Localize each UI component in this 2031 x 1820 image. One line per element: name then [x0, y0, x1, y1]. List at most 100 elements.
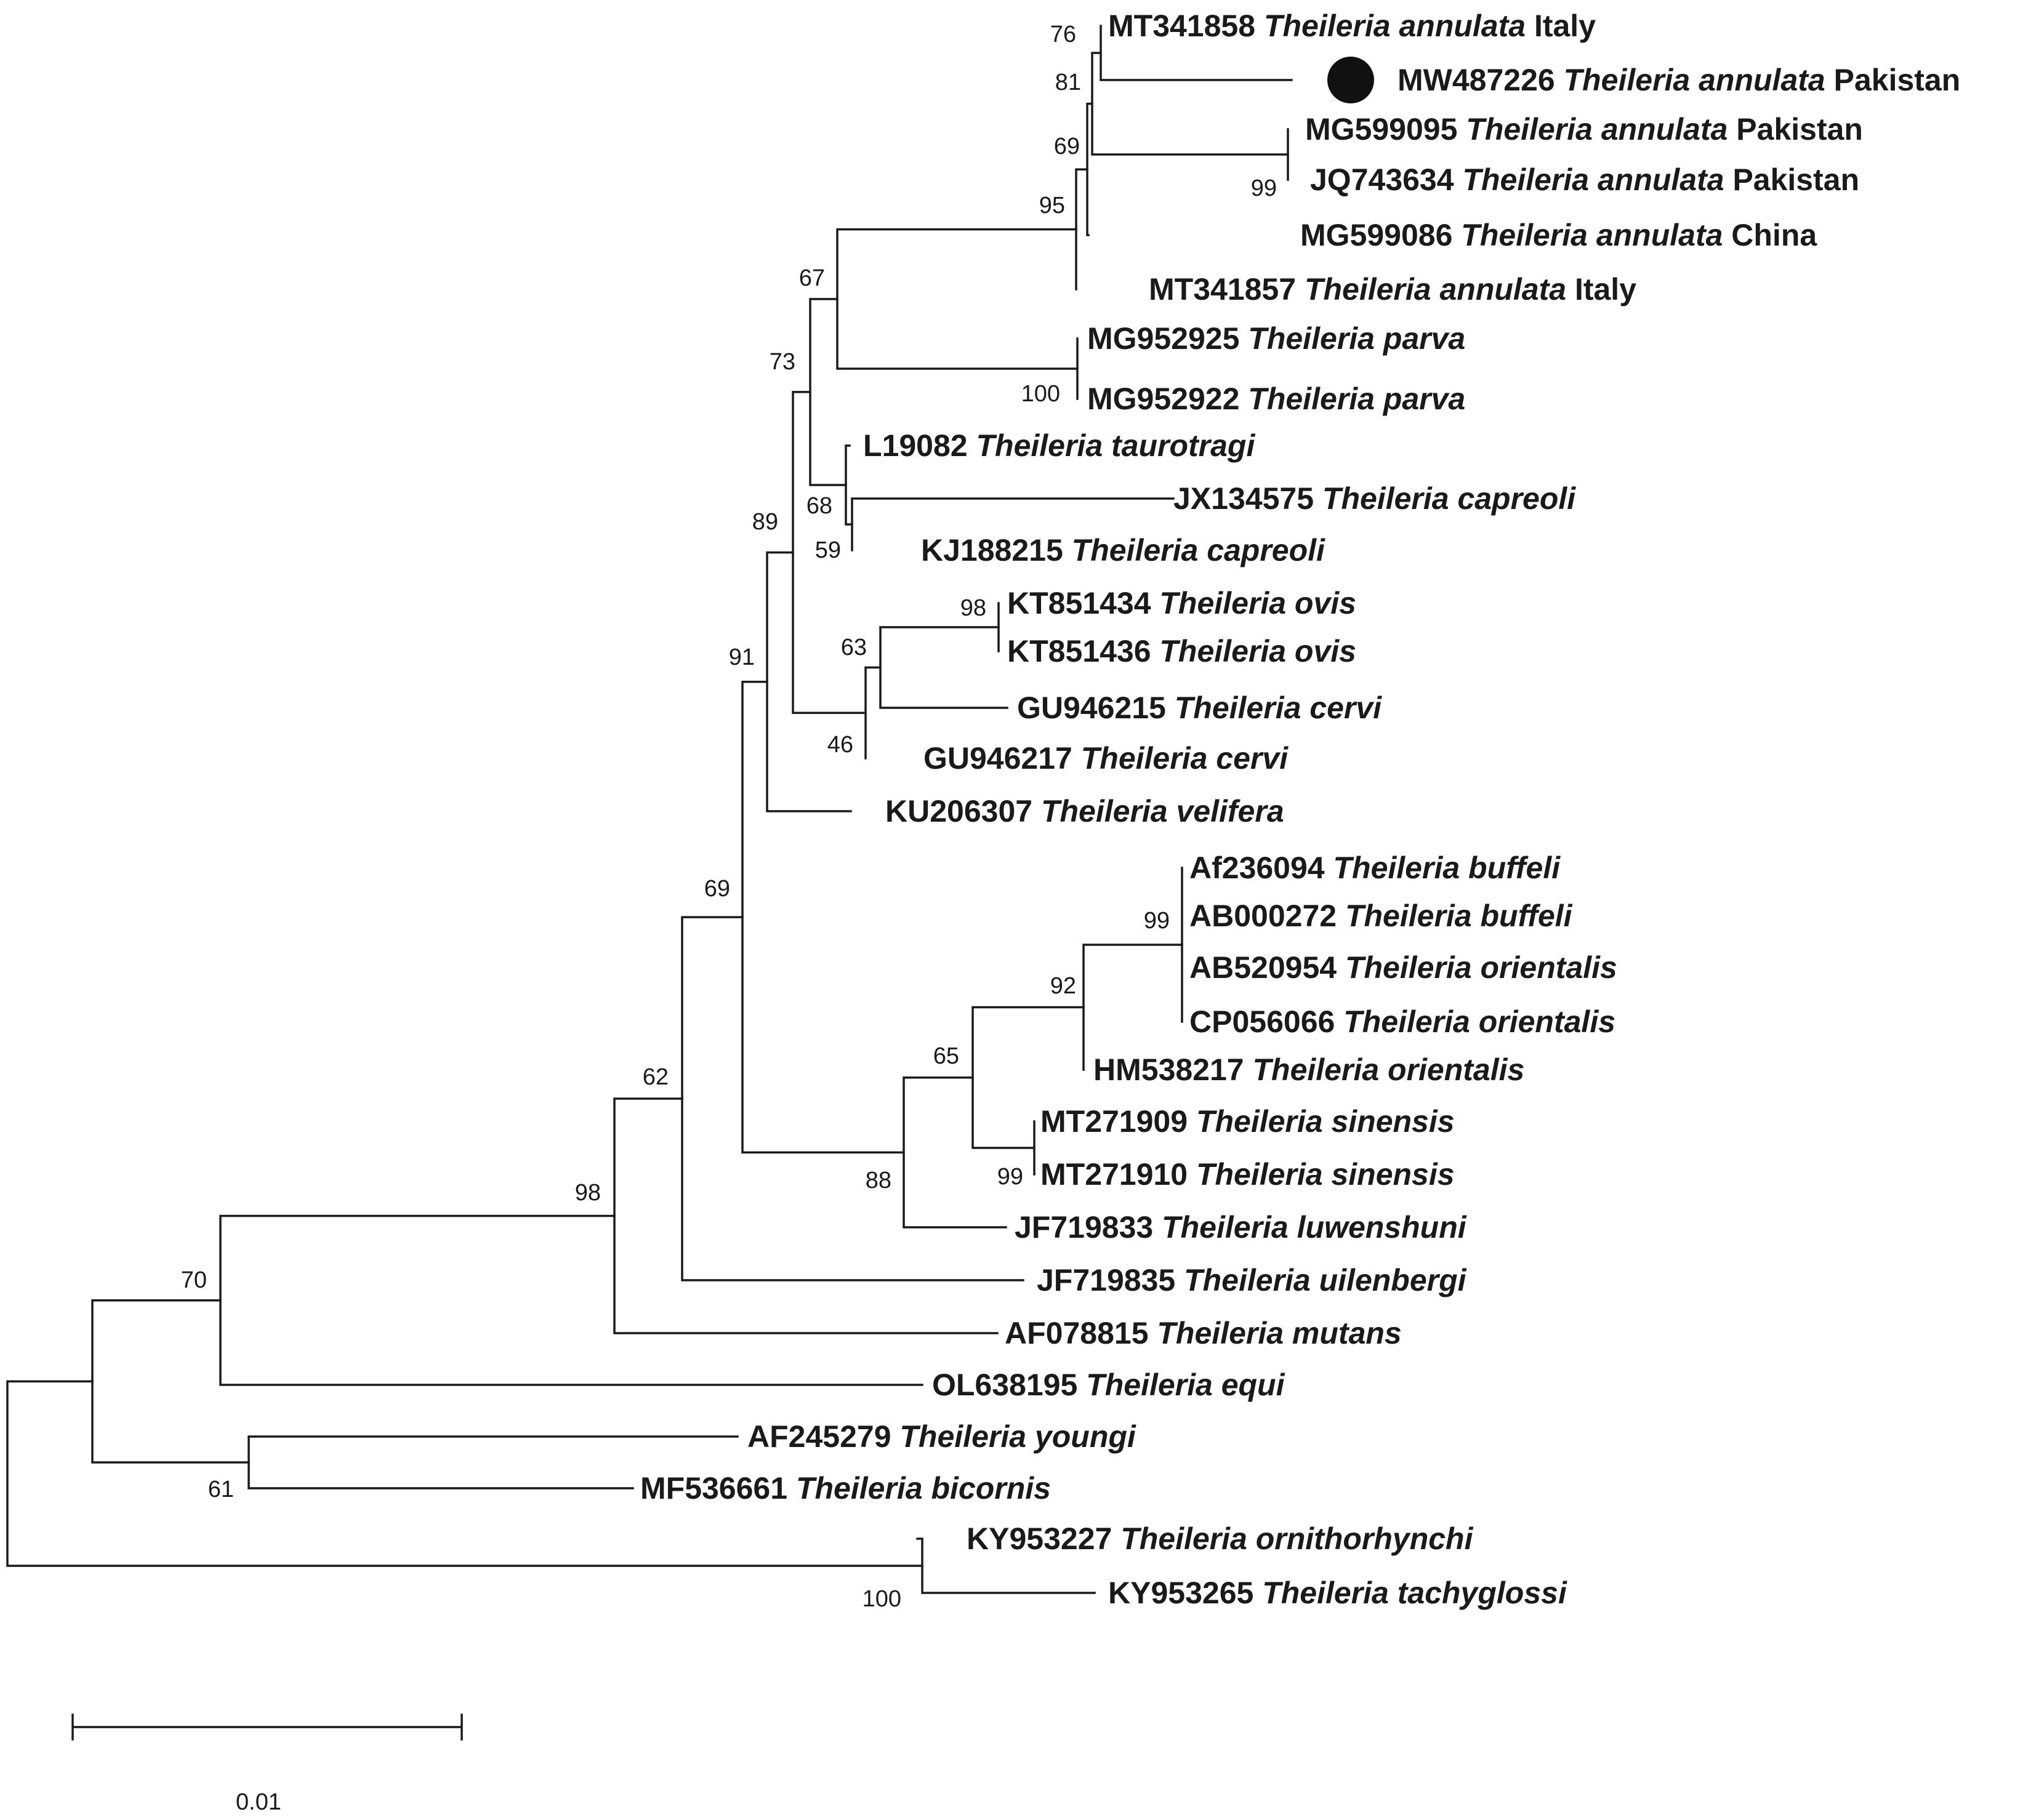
taxon-label: AB000272 Theileria buffeli — [1189, 899, 1573, 933]
taxon-species: Theileria orientalis — [1343, 1004, 1615, 1039]
branch-node-e — [1075, 168, 1088, 291]
taxon-accession: JF719835 — [1037, 1263, 1184, 1297]
taxon-species: Theileria taurotragi — [976, 428, 1255, 463]
taxon-species: Theileria mutans — [1157, 1316, 1401, 1350]
taxon-species: Theileria orientalis — [1253, 1052, 1525, 1087]
taxon-label: MG952925 Theileria parva — [1087, 321, 1465, 356]
taxon-species: Theileria youngi — [899, 1419, 1136, 1454]
taxon-species: Theileria parva — [1248, 321, 1465, 356]
taxon-accession: JX134575 — [1173, 481, 1322, 516]
taxon-accession: AB520954 — [1189, 950, 1345, 985]
taxon-species: Theileria capreoli — [1072, 533, 1325, 567]
highlight-marker — [1327, 57, 1374, 103]
taxon-species: Theileria bicornis — [796, 1471, 1051, 1505]
taxon-accession: KY953265 — [1108, 1576, 1262, 1610]
taxon-accession: KY953227 — [967, 1521, 1120, 1556]
taxon-accession: JQ743634 — [1310, 162, 1462, 197]
taxon-species: Theileria sinensis — [1196, 1157, 1455, 1192]
bootstrap-value: 98 — [575, 1180, 601, 1206]
taxon-label: OL638195 Theileria equi — [932, 1368, 1285, 1402]
scale-bar-label: 0.01 — [236, 1789, 281, 1815]
taxon-species: Theileria annulata — [1305, 272, 1566, 307]
taxon-species: Theileria buffeli — [1345, 899, 1573, 933]
taxon-label: AB520954 Theileria orientalis — [1189, 950, 1617, 985]
taxon-label: MT341858 Theileria annulata Italy — [1108, 9, 1596, 43]
taxon-accession: MW487226 — [1398, 63, 1564, 97]
branch-node-z — [91, 1299, 250, 1464]
taxon-accession: MF536661 — [640, 1471, 796, 1505]
taxon-accession: MT271909 — [1040, 1104, 1196, 1139]
taxon-species: Theileria cervi — [1081, 741, 1289, 776]
taxon-accession: MT341858 — [1108, 9, 1264, 43]
taxon-label: MF536661 Theileria bicornis — [640, 1471, 1051, 1505]
taxon-species: Theileria sinensis — [1196, 1104, 1455, 1139]
taxon-accession: MT341857 — [1149, 272, 1305, 307]
bootstrap-value: 92 — [1050, 973, 1076, 999]
taxon-accession: AF078815 — [1005, 1316, 1157, 1350]
scale-bar: 0.01 — [71, 1714, 463, 1815]
taxon-species: Theileria ornithorhynchi — [1120, 1521, 1473, 1556]
taxon-species: Theileria parva — [1248, 382, 1465, 416]
taxon-accession: MG952925 — [1087, 321, 1248, 356]
branch-node-root — [6, 1380, 923, 1567]
taxon-accession: AF245279 — [747, 1419, 899, 1454]
taxon-location: Italy — [1526, 9, 1596, 43]
taxon-species: Theileria tachyglossi — [1262, 1576, 1567, 1610]
bootstrap-value: 100 — [863, 1586, 901, 1612]
branch-node-g — [836, 228, 1079, 370]
taxon-accession: KT851434 — [1007, 586, 1159, 620]
taxon-label: CP056066 Theileria orientalis — [1189, 1004, 1615, 1039]
taxon-label: JF719833 Theileria luwenshuni — [1015, 1210, 1467, 1245]
bootstrap-value: 61 — [208, 1477, 234, 1502]
taxon-label: JX134575 Theileria capreoli — [1173, 481, 1576, 516]
taxon-species: Theileria uilenbergi — [1184, 1263, 1467, 1297]
taxon-location: Pakistan — [1825, 63, 1961, 97]
taxon-accession: KT851436 — [1007, 634, 1159, 668]
taxon-species: Theileria velifera — [1041, 794, 1284, 828]
taxon-location: China — [1723, 218, 1817, 252]
bootstrap-value: 88 — [866, 1168, 891, 1193]
branch-node-j — [809, 298, 847, 486]
taxon-accession: KJ188215 — [921, 533, 1072, 567]
bootstrap-value: 59 — [815, 537, 841, 563]
taxon-accession: MG952922 — [1087, 382, 1248, 416]
taxon-species: Theileria cervi — [1175, 691, 1382, 725]
taxon-accession: GU946215 — [1017, 691, 1175, 725]
bootstrap-value: 89 — [752, 509, 778, 535]
taxon-label: HM538217 Theileria orientalis — [1093, 1052, 1524, 1087]
taxon-species: Theileria ovis — [1159, 634, 1356, 668]
bootstrap-value: 100 — [1021, 381, 1060, 407]
branch-node-o — [766, 551, 852, 812]
bootstrap-value: 69 — [1054, 134, 1080, 159]
bootstrap-value: 99 — [1144, 908, 1170, 934]
branch-node-l — [879, 626, 1008, 709]
taxon-label: KY953265 Theileria tachyglossi — [1108, 1576, 1567, 1610]
taxon-accession: CP056066 — [1189, 1004, 1343, 1039]
taxon-label: GU946215 Theileria cervi — [1017, 691, 1382, 725]
bootstrap-value: 62 — [643, 1064, 669, 1090]
branch-node-c — [1091, 52, 1289, 156]
taxon-location: Italy — [1566, 272, 1636, 307]
taxon-species: Theileria ovis — [1159, 586, 1356, 620]
taxon-label: MG952922 Theileria parva — [1087, 382, 1465, 416]
taxon-accession: OL638195 — [932, 1368, 1086, 1402]
taxon-label: MG599095 Theileria annulata Pakistan — [1305, 112, 1863, 146]
taxon-labels: MT341858 Theileria annulata Italy MW48722… — [640, 9, 1960, 1610]
scale-bar-line — [71, 1714, 463, 1741]
taxon-label: MT271909 Theileria sinensis — [1040, 1104, 1455, 1139]
taxon-accession: JF719833 — [1015, 1210, 1162, 1245]
taxon-accession: HM538217 — [1093, 1052, 1253, 1087]
bootstrap-value: 69 — [704, 876, 730, 902]
taxon-species: Theileria capreoli — [1322, 481, 1576, 516]
taxon-label: MT341857 Theileria annulata Italy — [1149, 272, 1636, 307]
taxon-label: JF719835 Theileria uilenbergi — [1037, 1263, 1467, 1297]
bootstrap-value: 76 — [1050, 22, 1076, 47]
bootstrap-value: 68 — [806, 493, 832, 519]
taxon-accession: L19082 — [863, 428, 976, 463]
taxon-label: KT851434 Theileria ovis — [1007, 586, 1356, 620]
taxon-label: GU946217 Theileria cervi — [923, 741, 1289, 776]
taxon-species: Theileria annulata — [1461, 218, 1723, 252]
taxon-species: Theileria equi — [1086, 1368, 1285, 1402]
branch-node-t — [903, 1076, 1007, 1229]
